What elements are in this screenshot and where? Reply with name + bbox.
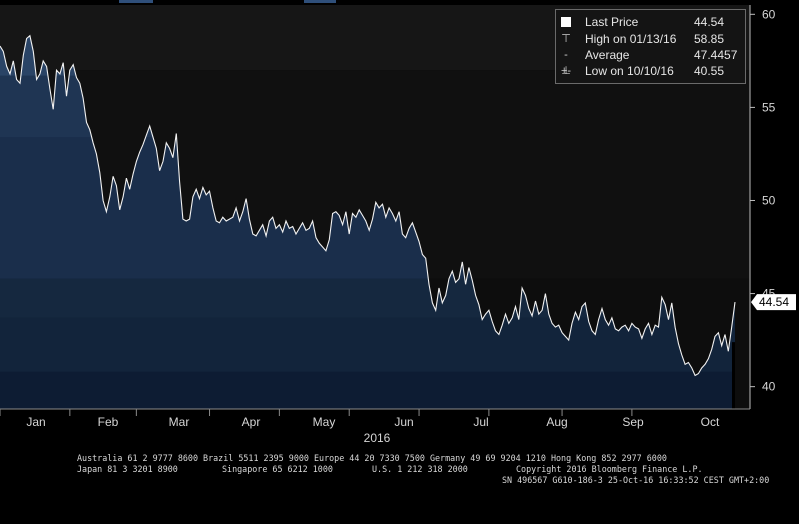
x-tick-label: Jun	[394, 415, 413, 429]
legend-value: 40.55	[694, 64, 725, 78]
legend-value: 58.85	[694, 32, 725, 46]
x-tick-label: Jan	[26, 415, 45, 429]
legend-label: High on 01/13/16	[585, 32, 677, 46]
y-tick-label: 60	[762, 7, 776, 21]
x-axis-year-label: 2016	[364, 431, 391, 445]
legend-row-last-price: Last Price 44.54	[556, 14, 745, 30]
x-axis-ticks: Jan Feb Mar Apr May Jun Jul Aug Sep Oct	[0, 409, 720, 429]
tab-marker	[304, 0, 336, 3]
legend-label: Average	[585, 48, 630, 62]
x-tick-label: May	[313, 415, 336, 429]
price-line	[0, 34, 736, 377]
average-line-icon: -+-	[560, 49, 572, 77]
y-tick-label: 55	[762, 100, 776, 114]
last-price-tag-label: 44.54	[759, 295, 789, 309]
low-marker-icon: ⊥	[561, 65, 571, 77]
area-band	[0, 317, 735, 372]
tab-marker	[119, 0, 153, 3]
x-tick-label: Feb	[98, 415, 119, 429]
footer-line-3: SN 496567 G610-186-3 25-Oct-16 16:33:52 …	[502, 475, 770, 485]
legend-box: Last Price 44.54 ⊤ High on 01/13/16 58.8…	[555, 9, 746, 84]
footer-us: U.S. 1 212 318 2000	[372, 464, 468, 474]
high-marker-icon: ⊤	[561, 33, 571, 45]
top-strip	[0, 0, 799, 3]
legend-label: Last Price	[585, 15, 639, 29]
legend-row-low: ⊥ Low on 10/10/16 40.55	[556, 63, 745, 79]
footer-copyright: Copyright 2016 Bloomberg Finance L.P.	[516, 464, 703, 474]
x-tick-label: Aug	[546, 415, 567, 429]
legend-value: 44.54	[694, 15, 725, 29]
x-tick-label: Apr	[242, 415, 261, 429]
x-tick-label: Jul	[473, 415, 488, 429]
square-icon	[560, 14, 572, 30]
footer-contacts: Australia 61 2 9777 8600 Brazil 5511 239…	[0, 450, 799, 524]
legend-label: Low on 10/10/16	[585, 64, 674, 78]
x-tick-label: Sep	[622, 415, 644, 429]
footer-japan: Japan 81 3 3201 8900	[77, 464, 178, 474]
last-price-tag: 44.54	[751, 294, 796, 311]
footer-singapore: Singapore 65 6212 1000	[222, 464, 333, 474]
area-band	[0, 371, 735, 409]
legend-row-average: -+- Average 47.4457	[556, 47, 745, 77]
x-tick-label: Oct	[701, 415, 720, 429]
footer-line-1: Australia 61 2 9777 8600 Brazil 5511 239…	[77, 453, 667, 463]
legend-value: 47.4457	[694, 48, 738, 62]
y-tick-label: 40	[762, 380, 776, 394]
legend-row-high: ⊤ High on 01/13/16 58.85	[556, 31, 745, 47]
x-tick-label: Mar	[169, 415, 190, 429]
y-tick-label: 50	[762, 193, 776, 207]
last-price-tag-shape	[751, 294, 796, 311]
end-gap	[732, 342, 735, 409]
